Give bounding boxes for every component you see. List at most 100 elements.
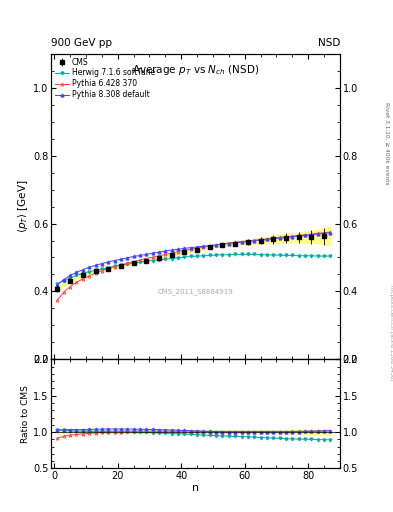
Pythia 8.308 default <box>169 247 174 253</box>
Pythia 8.308 default <box>208 243 212 249</box>
Pythia 6.428 370 <box>169 250 174 256</box>
Herwig 7.1.6 softTune <box>169 255 174 262</box>
Pythia 6.428 370 <box>87 273 92 279</box>
Pythia 8.308 default <box>188 245 193 251</box>
Pythia 8.308 default <box>201 243 206 249</box>
Pythia 6.428 370 <box>55 297 60 303</box>
Pythia 6.428 370 <box>188 246 193 252</box>
Pythia 8.308 default <box>290 233 295 240</box>
Herwig 7.1.6 softTune <box>226 252 231 258</box>
Pythia 8.308 default <box>131 253 136 260</box>
Herwig 7.1.6 softTune <box>315 253 320 259</box>
Herwig 7.1.6 softTune <box>157 257 162 263</box>
Pythia 8.308 default <box>226 241 231 247</box>
Herwig 7.1.6 softTune <box>144 258 149 264</box>
Pythia 8.308 default <box>233 240 237 246</box>
Herwig 7.1.6 softTune <box>99 266 104 272</box>
Herwig 7.1.6 softTune <box>93 267 98 273</box>
Text: 900 GeV pp: 900 GeV pp <box>51 37 112 48</box>
Herwig 7.1.6 softTune <box>81 270 85 276</box>
Herwig 7.1.6 softTune <box>112 263 117 269</box>
Herwig 7.1.6 softTune <box>138 259 142 265</box>
Pythia 8.308 default <box>246 239 250 245</box>
Herwig 7.1.6 softTune <box>284 252 288 259</box>
Pythia 8.308 default <box>195 244 200 250</box>
Text: Average $p_T$ vs $N_{ch}$ (NSD): Average $p_T$ vs $N_{ch}$ (NSD) <box>132 63 259 77</box>
Pythia 6.428 370 <box>233 239 237 245</box>
Herwig 7.1.6 softTune <box>87 269 92 275</box>
Herwig 7.1.6 softTune <box>233 251 237 258</box>
Pythia 8.308 default <box>296 233 301 239</box>
Pythia 6.428 370 <box>252 237 257 243</box>
Pythia 6.428 370 <box>201 244 206 250</box>
X-axis label: n: n <box>192 483 199 493</box>
Pythia 8.308 default <box>220 241 225 247</box>
Line: Herwig 7.1.6 softTune: Herwig 7.1.6 softTune <box>56 253 332 285</box>
Pythia 6.428 370 <box>195 245 200 251</box>
Y-axis label: Ratio to CMS: Ratio to CMS <box>21 385 30 443</box>
Text: mcplots.cern.ch [arXiv:1306.3436]: mcplots.cern.ch [arXiv:1306.3436] <box>389 285 393 380</box>
Pythia 8.308 default <box>106 259 110 265</box>
Pythia 8.308 default <box>252 238 257 244</box>
Herwig 7.1.6 softTune <box>214 252 219 258</box>
Herwig 7.1.6 softTune <box>322 253 327 259</box>
Pythia 8.308 default <box>315 231 320 237</box>
Pythia 6.428 370 <box>258 237 263 243</box>
Pythia 8.308 default <box>138 252 142 259</box>
Herwig 7.1.6 softTune <box>296 253 301 259</box>
Pythia 8.308 default <box>277 235 282 241</box>
Pythia 6.428 370 <box>138 257 142 263</box>
Pythia 8.308 default <box>157 249 162 255</box>
Pythia 8.308 default <box>176 246 180 252</box>
Pythia 6.428 370 <box>182 247 187 253</box>
Herwig 7.1.6 softTune <box>131 260 136 266</box>
Herwig 7.1.6 softTune <box>195 253 200 259</box>
Pythia 8.308 default <box>150 250 155 256</box>
Herwig 7.1.6 softTune <box>61 278 66 284</box>
Pythia 6.428 370 <box>290 233 295 239</box>
Pythia 6.428 370 <box>284 233 288 240</box>
Pythia 6.428 370 <box>328 229 333 235</box>
Herwig 7.1.6 softTune <box>246 251 250 258</box>
Pythia 8.308 default <box>144 251 149 258</box>
Pythia 8.308 default <box>87 264 92 270</box>
Pythia 8.308 default <box>55 282 60 288</box>
Pythia 6.428 370 <box>119 262 123 268</box>
Pythia 6.428 370 <box>74 279 79 285</box>
Pythia 6.428 370 <box>246 238 250 244</box>
Pythia 8.308 default <box>328 229 333 236</box>
Pythia 8.308 default <box>125 255 130 261</box>
Herwig 7.1.6 softTune <box>277 252 282 258</box>
Herwig 7.1.6 softTune <box>271 252 275 258</box>
Herwig 7.1.6 softTune <box>119 262 123 268</box>
Pythia 8.308 default <box>264 237 269 243</box>
Pythia 8.308 default <box>258 237 263 243</box>
Herwig 7.1.6 softTune <box>258 252 263 258</box>
Pythia 8.308 default <box>322 230 327 237</box>
Pythia 8.308 default <box>182 245 187 251</box>
Pythia 8.308 default <box>309 231 314 238</box>
Pythia 6.428 370 <box>125 260 130 266</box>
Herwig 7.1.6 softTune <box>220 252 225 258</box>
Herwig 7.1.6 softTune <box>182 254 187 260</box>
Pythia 6.428 370 <box>106 266 110 272</box>
Pythia 6.428 370 <box>93 270 98 276</box>
Herwig 7.1.6 softTune <box>176 255 180 261</box>
Pythia 6.428 370 <box>68 284 72 290</box>
Pythia 6.428 370 <box>220 241 225 247</box>
Herwig 7.1.6 softTune <box>303 253 307 259</box>
Herwig 7.1.6 softTune <box>309 253 314 259</box>
Pythia 6.428 370 <box>163 251 168 258</box>
Pythia 6.428 370 <box>112 264 117 270</box>
Pythia 8.308 default <box>214 242 219 248</box>
Herwig 7.1.6 softTune <box>55 281 60 287</box>
Pythia 8.308 default <box>284 234 288 241</box>
Herwig 7.1.6 softTune <box>68 275 72 281</box>
Legend: CMS, Herwig 7.1.6 softTune, Pythia 6.428 370, Pythia 8.308 default: CMS, Herwig 7.1.6 softTune, Pythia 6.428… <box>53 56 156 101</box>
Pythia 6.428 370 <box>309 231 314 237</box>
Pythia 8.308 default <box>271 236 275 242</box>
Line: Pythia 6.428 370: Pythia 6.428 370 <box>56 230 332 302</box>
Pythia 6.428 370 <box>226 240 231 246</box>
Pythia 8.308 default <box>303 232 307 239</box>
Pythia 6.428 370 <box>303 231 307 238</box>
